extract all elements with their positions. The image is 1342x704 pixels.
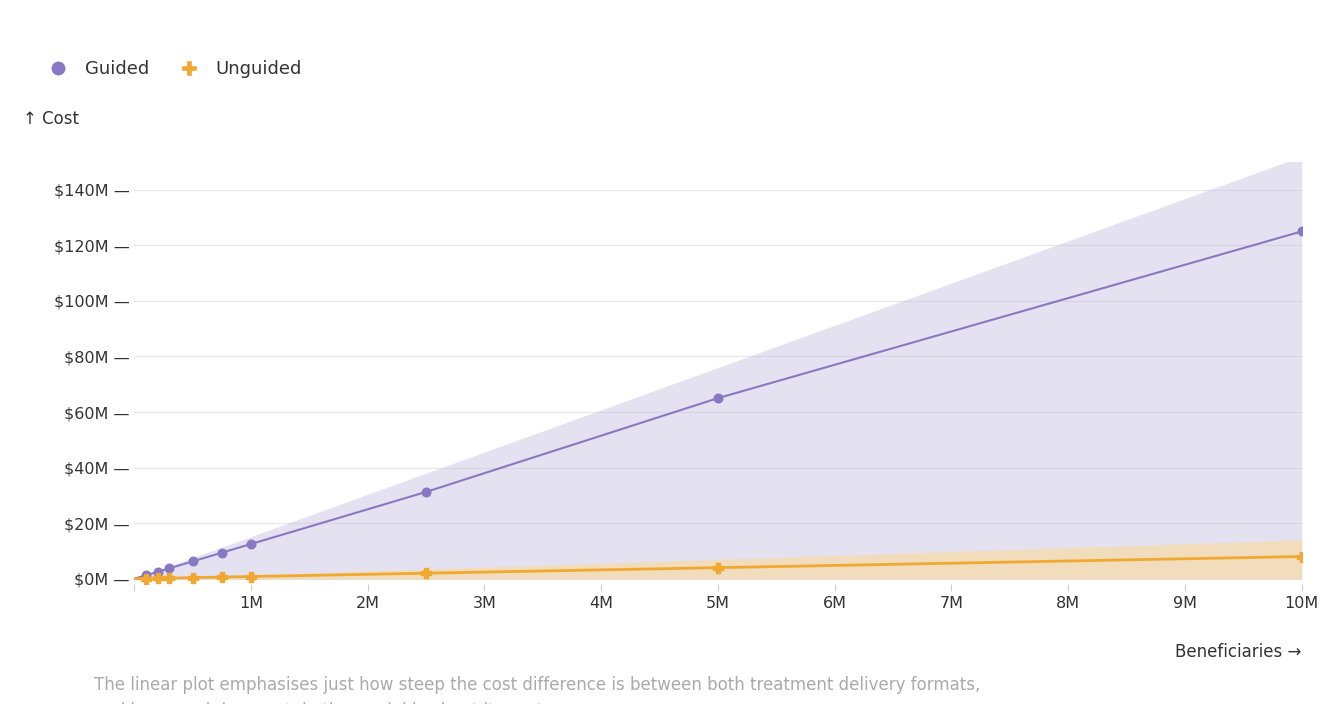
Point — [240, 571, 262, 582]
Text: The linear plot emphasises just how steep the cost difference is between both tr: The linear plot emphasises just how stee… — [94, 676, 980, 704]
Point — [707, 562, 729, 573]
Point — [707, 393, 729, 404]
Point — [181, 555, 204, 567]
Point — [181, 572, 204, 584]
Point — [146, 572, 168, 584]
Point — [158, 572, 180, 584]
Point — [211, 547, 232, 558]
Point — [416, 486, 437, 498]
Text: Beneficiaries →: Beneficiaries → — [1176, 643, 1302, 662]
Point — [158, 562, 180, 574]
Point — [1291, 551, 1312, 562]
Legend: Guided, Unguided: Guided, Unguided — [32, 53, 309, 85]
Point — [1291, 226, 1312, 237]
Point — [211, 572, 232, 583]
Point — [146, 566, 168, 577]
Point — [136, 570, 157, 581]
Text: ↑ Cost: ↑ Cost — [23, 110, 79, 128]
Point — [136, 573, 157, 584]
Point — [416, 567, 437, 579]
Point — [240, 539, 262, 550]
